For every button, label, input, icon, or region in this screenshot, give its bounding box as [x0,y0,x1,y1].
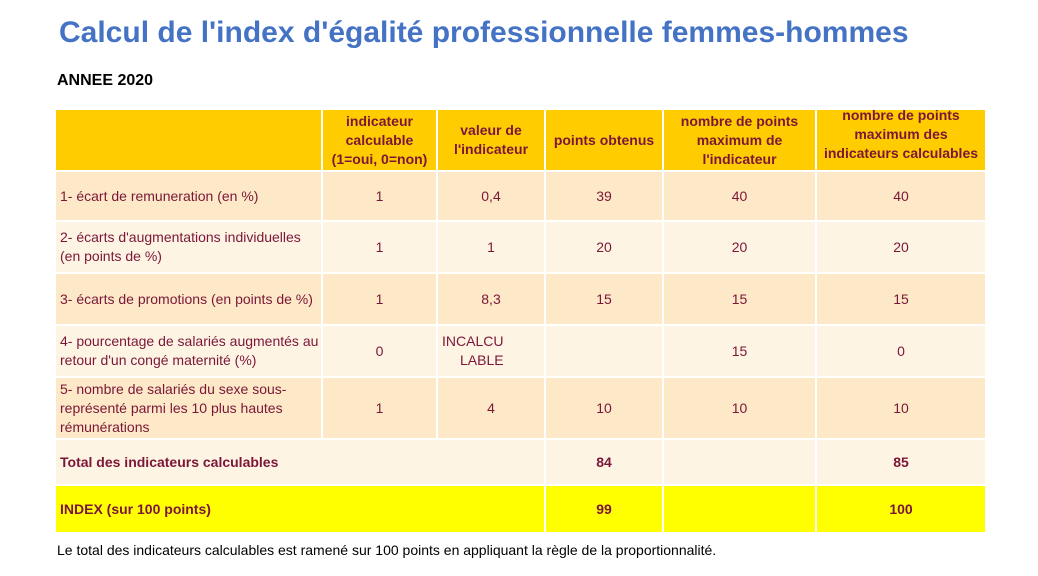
index-max-points-calc: 100 [815,484,987,534]
index-label: INDEX (sur 100 points) [54,484,546,534]
total-row: Total des indicateurs calculables 84 85 [54,438,987,486]
row-max-points: 40 [662,170,817,222]
row-max-points: 15 [662,272,817,326]
row-max-points: 15 [662,324,817,378]
total-label: Total des indicateurs calculables [54,438,546,486]
row-points: 20 [544,220,664,274]
footnote: Le total des indicateurs calculables est… [57,542,717,558]
row-calculable: 1 [321,272,438,326]
total-points: 84 [544,438,664,486]
row-calculable: 1 [321,170,438,222]
table-header-row: indicateur calculable (1=oui, 0=non) val… [54,108,987,172]
row-max-points-calc: 20 [815,220,987,274]
row-value: 0,4 [436,170,546,222]
row-value-line1: INCALCU [442,333,504,349]
year-label: ANNEE 2020 [57,72,154,89]
row-points: 15 [544,272,664,326]
page-title: Calcul de l'index d'égalité professionne… [59,16,909,49]
row-points: 10 [544,376,664,440]
row-label: 1- écart de remuneration (en %) [54,170,323,222]
row-max-points-calc: 0 [815,324,987,378]
index-table: indicateur calculable (1=oui, 0=non) val… [54,108,987,534]
table-row: 4- pourcentage de salariés augmentés au … [54,324,987,378]
row-label: 5- nombre de salariés du sexe sous-repré… [54,376,323,440]
row-max-points-calc: 40 [815,170,987,222]
row-max-points-calc: 15 [815,272,987,326]
index-points: 99 [544,484,664,534]
header-value: valeur de l'indicateur [436,108,546,172]
header-label [54,108,323,172]
row-label: 3- écarts de promotions (en points de %) [54,272,323,326]
row-points [544,324,664,378]
row-value: 4 [436,376,546,440]
row-max-points-calc: 10 [815,376,987,440]
row-label: 2- écarts d'augmentations individuelles … [54,220,323,274]
row-value: 8,3 [436,272,546,326]
table-row: 1- écart de remuneration (en %) 1 0,4 39… [54,170,987,222]
table-row: 3- écarts de promotions (en points de %)… [54,272,987,326]
row-max-points: 10 [662,376,817,440]
row-value: INCALCU LABLE [436,324,546,378]
row-calculable: 1 [321,376,438,440]
row-label: 4- pourcentage de salariés augmentés au … [54,324,323,378]
index-row: INDEX (sur 100 points) 99 100 [54,484,987,534]
header-points: points obtenus [544,108,664,172]
header-max-points: nombre de points maximum de l'indicateur [662,108,817,172]
row-points: 39 [544,170,664,222]
table-row: 2- écarts d'augmentations individuelles … [54,220,987,274]
total-max-points-calc: 85 [815,438,987,486]
header-max-points-calc: nombre de points maximum des indicateurs… [815,108,987,172]
row-calculable: 0 [321,324,438,378]
row-value: 1 [436,220,546,274]
table-row: 5- nombre de salariés du sexe sous-repré… [54,376,987,440]
row-value-line2: LABLE [460,352,504,368]
row-calculable: 1 [321,220,438,274]
row-max-points: 20 [662,220,817,274]
header-calculable: indicateur calculable (1=oui, 0=non) [321,108,438,172]
